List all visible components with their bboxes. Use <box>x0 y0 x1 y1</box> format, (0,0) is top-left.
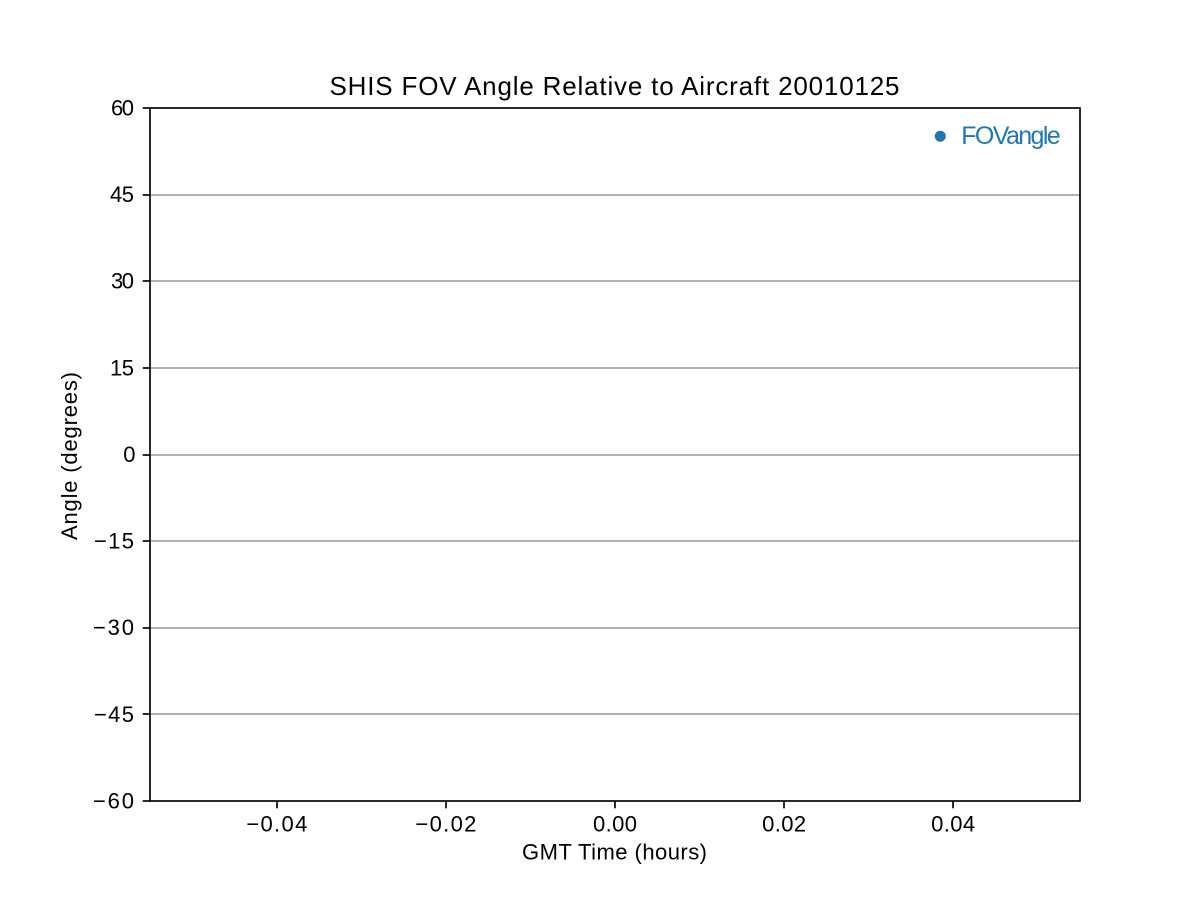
svg-text:−45: −45 <box>94 702 134 727</box>
svg-text:−30: −30 <box>93 615 134 640</box>
svg-text:−15: −15 <box>94 529 134 554</box>
svg-text:0.04: 0.04 <box>931 811 975 836</box>
svg-text:15: 15 <box>110 355 134 380</box>
svg-text:−0.02: −0.02 <box>415 811 476 836</box>
svg-text:Angle (degrees): Angle (degrees) <box>57 372 82 540</box>
svg-text:FOVangle: FOVangle <box>961 122 1060 150</box>
svg-text:60: 60 <box>111 95 134 120</box>
svg-text:−0.04: −0.04 <box>246 811 307 836</box>
svg-text:45: 45 <box>110 182 134 207</box>
svg-text:0.00: 0.00 <box>593 811 637 836</box>
svg-text:−60: −60 <box>93 788 134 813</box>
svg-text:0: 0 <box>123 442 135 467</box>
svg-text:SHIS FOV Angle Relative to Air: SHIS FOV Angle Relative to Aircraft 2001… <box>330 71 900 101</box>
svg-text:30: 30 <box>111 269 134 294</box>
svg-text:0.02: 0.02 <box>762 811 806 836</box>
svg-text:GMT Time (hours): GMT Time (hours) <box>522 840 707 865</box>
